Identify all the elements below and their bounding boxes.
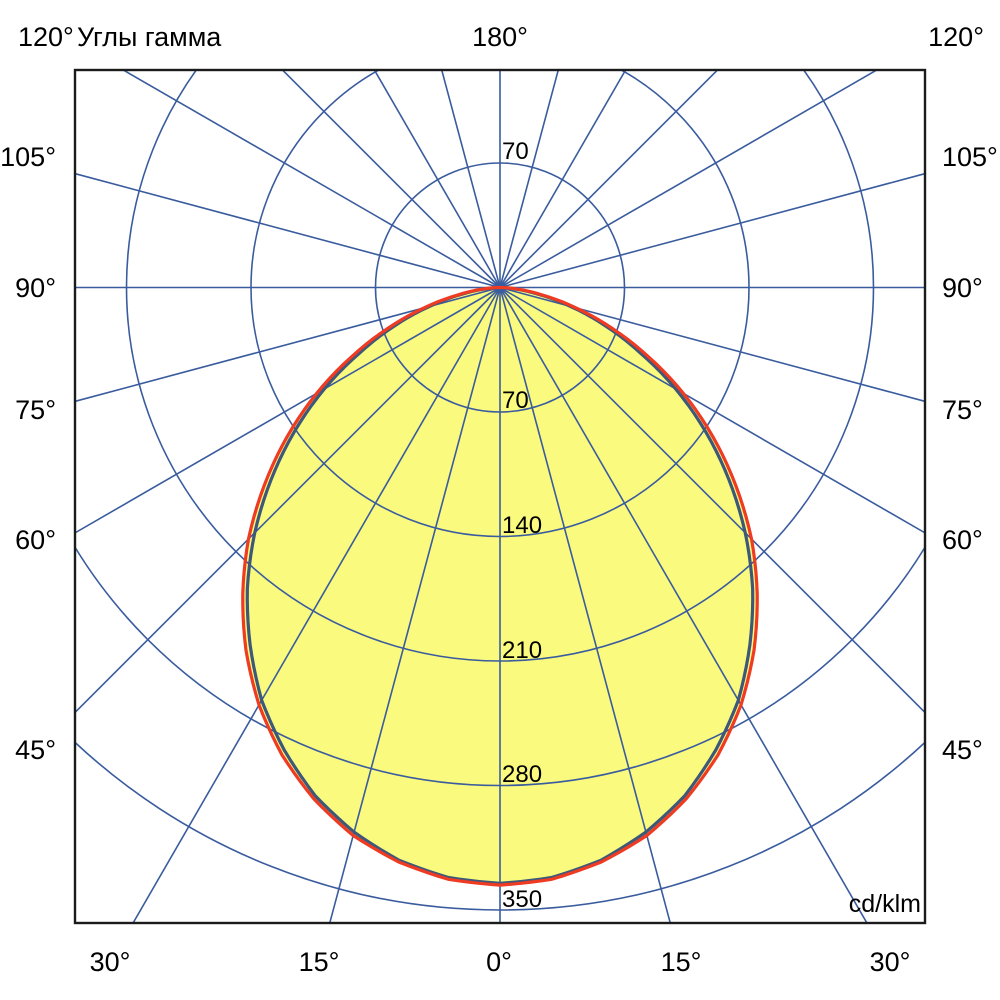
gamma-angle-label-bottom-2: 0° xyxy=(486,947,512,977)
gamma-angle-label-top-center: 180° xyxy=(472,22,528,52)
gamma-angle-label-top-right: 120° xyxy=(928,22,984,52)
gamma-angle-label-right-75°: 75° xyxy=(942,395,983,425)
ring-value-label-210: 210 xyxy=(502,637,542,664)
grid-ray-120deg xyxy=(499,70,879,289)
plot-border xyxy=(73,68,927,925)
grid-ray-60deg xyxy=(499,286,925,534)
gamma-angle-label-left-60°: 60° xyxy=(15,525,56,555)
intensity-curves xyxy=(241,285,759,887)
grid-ray-300deg xyxy=(75,286,501,534)
grid-ray-255deg xyxy=(75,172,501,289)
gamma-angle-label-right-60°: 60° xyxy=(942,525,983,555)
gamma-angle-label-top-left: 120° xyxy=(18,22,74,52)
gamma-angle-label-right-105°: 105° xyxy=(942,142,998,172)
gamma-angle-label-left-45°: 45° xyxy=(15,735,56,765)
grid-ray-135deg xyxy=(499,70,719,289)
gamma-angle-label-right-90°: 90° xyxy=(942,273,983,303)
ring-value-label-350: 350 xyxy=(502,886,542,913)
gamma-angle-label-bottom-3: 15° xyxy=(661,947,702,977)
grid-ray-45deg xyxy=(499,286,925,714)
gamma-angle-label-left-90°: 90° xyxy=(15,273,56,303)
grid-ray-240deg xyxy=(121,70,501,289)
axis-labels: 120° Углы гамма 180° 120°105°90°75°60°45°10… xyxy=(0,22,998,977)
chart-title: Углы гамма xyxy=(77,22,222,52)
grid-ray-75deg xyxy=(499,286,925,403)
grid-ray-150deg xyxy=(499,70,627,288)
grid-ray-345deg xyxy=(328,287,501,923)
ring-value-label-140: 140 xyxy=(502,512,542,539)
outer-intensity-curve xyxy=(241,285,759,887)
grid-ray-285deg xyxy=(75,286,501,403)
grid-ray-165deg xyxy=(499,70,560,288)
inner-intensity-curve xyxy=(245,285,755,885)
gamma-angle-label-bottom-1: 15° xyxy=(299,947,340,977)
ring-value-label-70: 70 xyxy=(502,387,529,414)
grid-ray-225deg xyxy=(281,70,501,289)
grid-ray-105deg xyxy=(499,172,925,289)
gamma-angle-label-right-45°: 45° xyxy=(942,735,983,765)
plot-border-rect xyxy=(73,68,927,925)
grid-ray-30deg xyxy=(499,287,868,923)
ring-value-label-upper-70: 70 xyxy=(502,138,529,165)
unit-label: cd/klm xyxy=(849,890,921,918)
grid-ray-330deg xyxy=(132,287,501,923)
gamma-angle-label-left-75°: 75° xyxy=(15,395,56,425)
ring-value-label-280: 280 xyxy=(502,761,542,788)
grid-ray-315deg xyxy=(75,286,501,714)
grid-ray-15deg xyxy=(499,287,672,923)
gamma-angle-label-left-105°: 105° xyxy=(0,142,56,172)
gamma-angle-label-bottom-4: 30° xyxy=(870,947,911,977)
grid-ray-210deg xyxy=(373,70,501,288)
gamma-angle-label-bottom-0: 30° xyxy=(90,947,131,977)
